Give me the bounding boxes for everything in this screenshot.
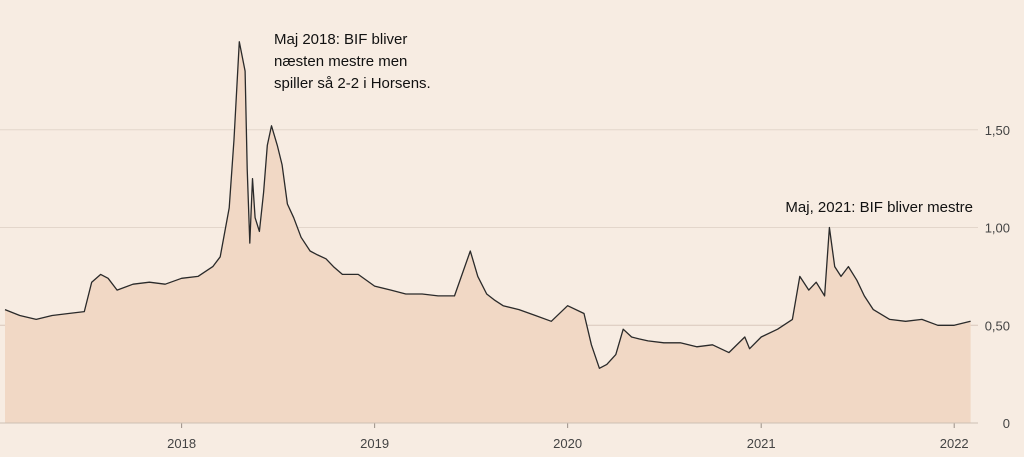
price-line (4, 41, 971, 369)
y-tick-label: 0 (1003, 416, 1010, 431)
x-tick-label: 2022 (940, 436, 969, 451)
axis-ticks: 0 0,50 1,00 1,50 2018 2019 2020 2021 2022 (0, 123, 1010, 451)
price-area (5, 41, 971, 424)
y-tick-label: 0,50 (985, 318, 1010, 333)
x-tick-label: 2019 (360, 436, 389, 451)
x-tick-label: 2018 (167, 436, 196, 451)
annotations: Maj 2018: BIF bliver næsten mestre men spi… (274, 31, 973, 216)
annotation-1: Maj 2018: BIF bliver næsten mestre men spi… (274, 31, 431, 92)
annotation-2: Maj, 2021: BIF bliver mestre (785, 199, 973, 216)
y-tick-label: 1,00 (985, 221, 1010, 236)
x-tick-label: 2021 (747, 436, 776, 451)
y-tick-label: 1,50 (985, 123, 1010, 138)
x-tick-label: 2020 (553, 436, 582, 451)
